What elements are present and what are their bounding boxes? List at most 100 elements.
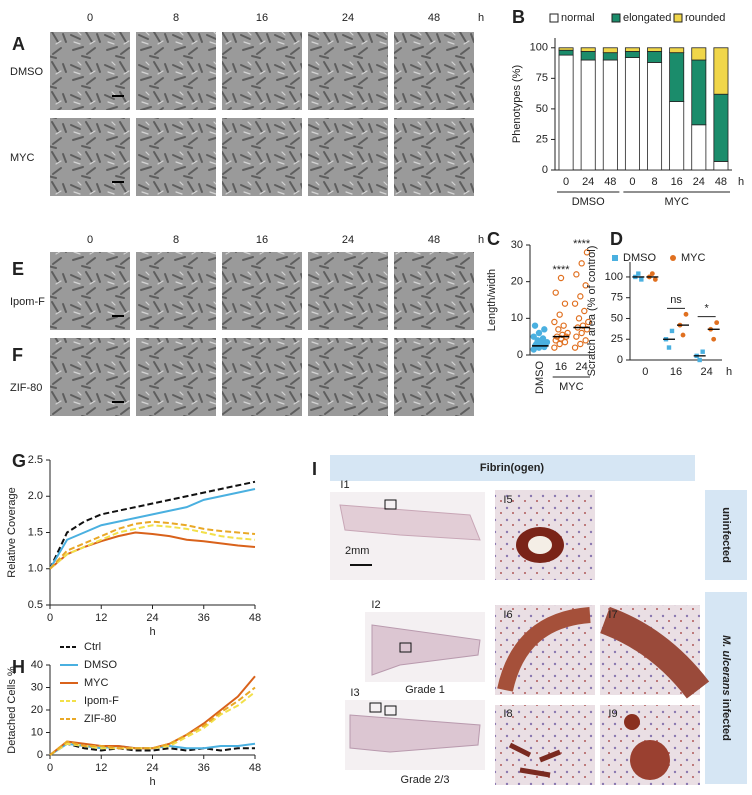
time-label: 48	[428, 12, 440, 24]
micrograph	[50, 338, 130, 416]
point	[666, 345, 672, 350]
y-tick-label: 50	[611, 312, 623, 324]
point	[578, 329, 585, 337]
x-tick-label: 0	[642, 366, 648, 378]
x-tick-label: 24	[701, 366, 713, 378]
point	[649, 271, 655, 277]
legend-label: DMSO	[84, 659, 117, 671]
point	[579, 322, 587, 329]
legend-label: MYC	[681, 252, 706, 264]
bar-segment	[580, 51, 596, 61]
point	[577, 340, 584, 348]
micrograph	[222, 118, 302, 196]
y-axis-label: Length/width	[486, 269, 498, 331]
side-label: M. ulcerans infected	[720, 635, 732, 741]
time-label: 0	[87, 12, 93, 24]
point	[578, 260, 585, 267]
micrograph	[50, 252, 130, 330]
row-label: DMSO	[10, 66, 43, 78]
point	[573, 333, 580, 340]
panel-letter: F	[12, 345, 23, 365]
bar-segment	[624, 47, 640, 52]
panel-letter: H	[12, 657, 25, 677]
bar-segment	[647, 51, 663, 63]
time-label: 8	[173, 12, 179, 24]
y-axis-label: Relative Coverage	[6, 487, 18, 578]
y-tick-label: 1.0	[28, 563, 43, 575]
point	[552, 289, 559, 296]
panel-letter: G	[12, 451, 26, 471]
bar-segment	[602, 59, 618, 171]
y-tick-label: 2.0	[28, 490, 43, 502]
bar-segment	[580, 47, 596, 52]
x-tick-label: 0	[563, 176, 569, 188]
bar-segment	[558, 54, 574, 171]
x-tick-label: DMSO	[534, 361, 546, 394]
x-tick-label: 48	[249, 762, 261, 774]
legend-label: ZIF-80	[84, 713, 116, 725]
point	[555, 326, 562, 333]
x-tick-label: 16	[555, 361, 567, 373]
point	[577, 293, 584, 300]
inset-box	[384, 499, 397, 510]
point	[560, 322, 567, 329]
legend-label: Ipom-F	[84, 695, 119, 707]
y-tick-label: 0	[37, 749, 43, 761]
point	[582, 337, 589, 344]
y-tick-label: 20	[31, 704, 43, 716]
line	[49, 488, 256, 570]
point	[535, 329, 543, 337]
point	[556, 311, 563, 318]
x-tick-label: 36	[198, 762, 210, 774]
tissue	[349, 714, 481, 753]
panel-label: I3	[350, 687, 359, 699]
micrograph	[394, 252, 474, 330]
legend-swatch	[611, 13, 621, 23]
legend-swatch	[673, 13, 683, 23]
micrograph	[136, 118, 216, 196]
y-tick-label: 25	[611, 333, 623, 345]
line	[49, 531, 256, 570]
group-label: MYC	[559, 381, 584, 393]
legend-swatch	[670, 255, 676, 261]
bar-segment	[691, 124, 707, 171]
annotation: ns	[670, 294, 682, 306]
x-unit: h	[726, 366, 732, 378]
bar-segment	[624, 57, 640, 171]
panel-letter: E	[12, 259, 24, 279]
micrograph	[222, 32, 302, 110]
row-label: MYC	[10, 152, 35, 164]
point	[571, 300, 579, 307]
inset-box	[399, 642, 412, 653]
bar-segment	[713, 47, 729, 95]
point	[534, 337, 541, 344]
tissue	[339, 504, 481, 541]
line	[49, 520, 256, 570]
group-label: MYC	[664, 196, 689, 208]
point	[669, 328, 675, 334]
y-tick-label: 75	[611, 292, 623, 304]
x-tick-label: 24	[693, 176, 705, 188]
legend-label: elongated	[623, 12, 671, 24]
bar-segment	[624, 51, 640, 58]
time-label: 16	[256, 12, 268, 24]
grade-label: Grade 2/3	[401, 774, 450, 786]
bar-segment	[669, 52, 685, 102]
bar-segment	[691, 47, 707, 61]
micrograph	[394, 118, 474, 196]
y-tick-label: 75	[536, 72, 548, 84]
panel-letter: I	[312, 459, 317, 479]
point	[700, 349, 705, 354]
point	[697, 357, 702, 363]
micrograph	[308, 32, 388, 110]
x-tick-label: 8	[652, 176, 658, 188]
panel-label: I9	[608, 708, 617, 720]
x-tick-label: 48	[604, 176, 616, 188]
point	[581, 307, 588, 315]
side-label: uninfected	[720, 507, 732, 563]
panel-label: I8	[503, 708, 512, 720]
y-tick-label: 10	[31, 726, 43, 738]
stain	[599, 606, 710, 699]
bar-segment	[669, 47, 685, 54]
side-label-rest: infected	[720, 699, 732, 741]
